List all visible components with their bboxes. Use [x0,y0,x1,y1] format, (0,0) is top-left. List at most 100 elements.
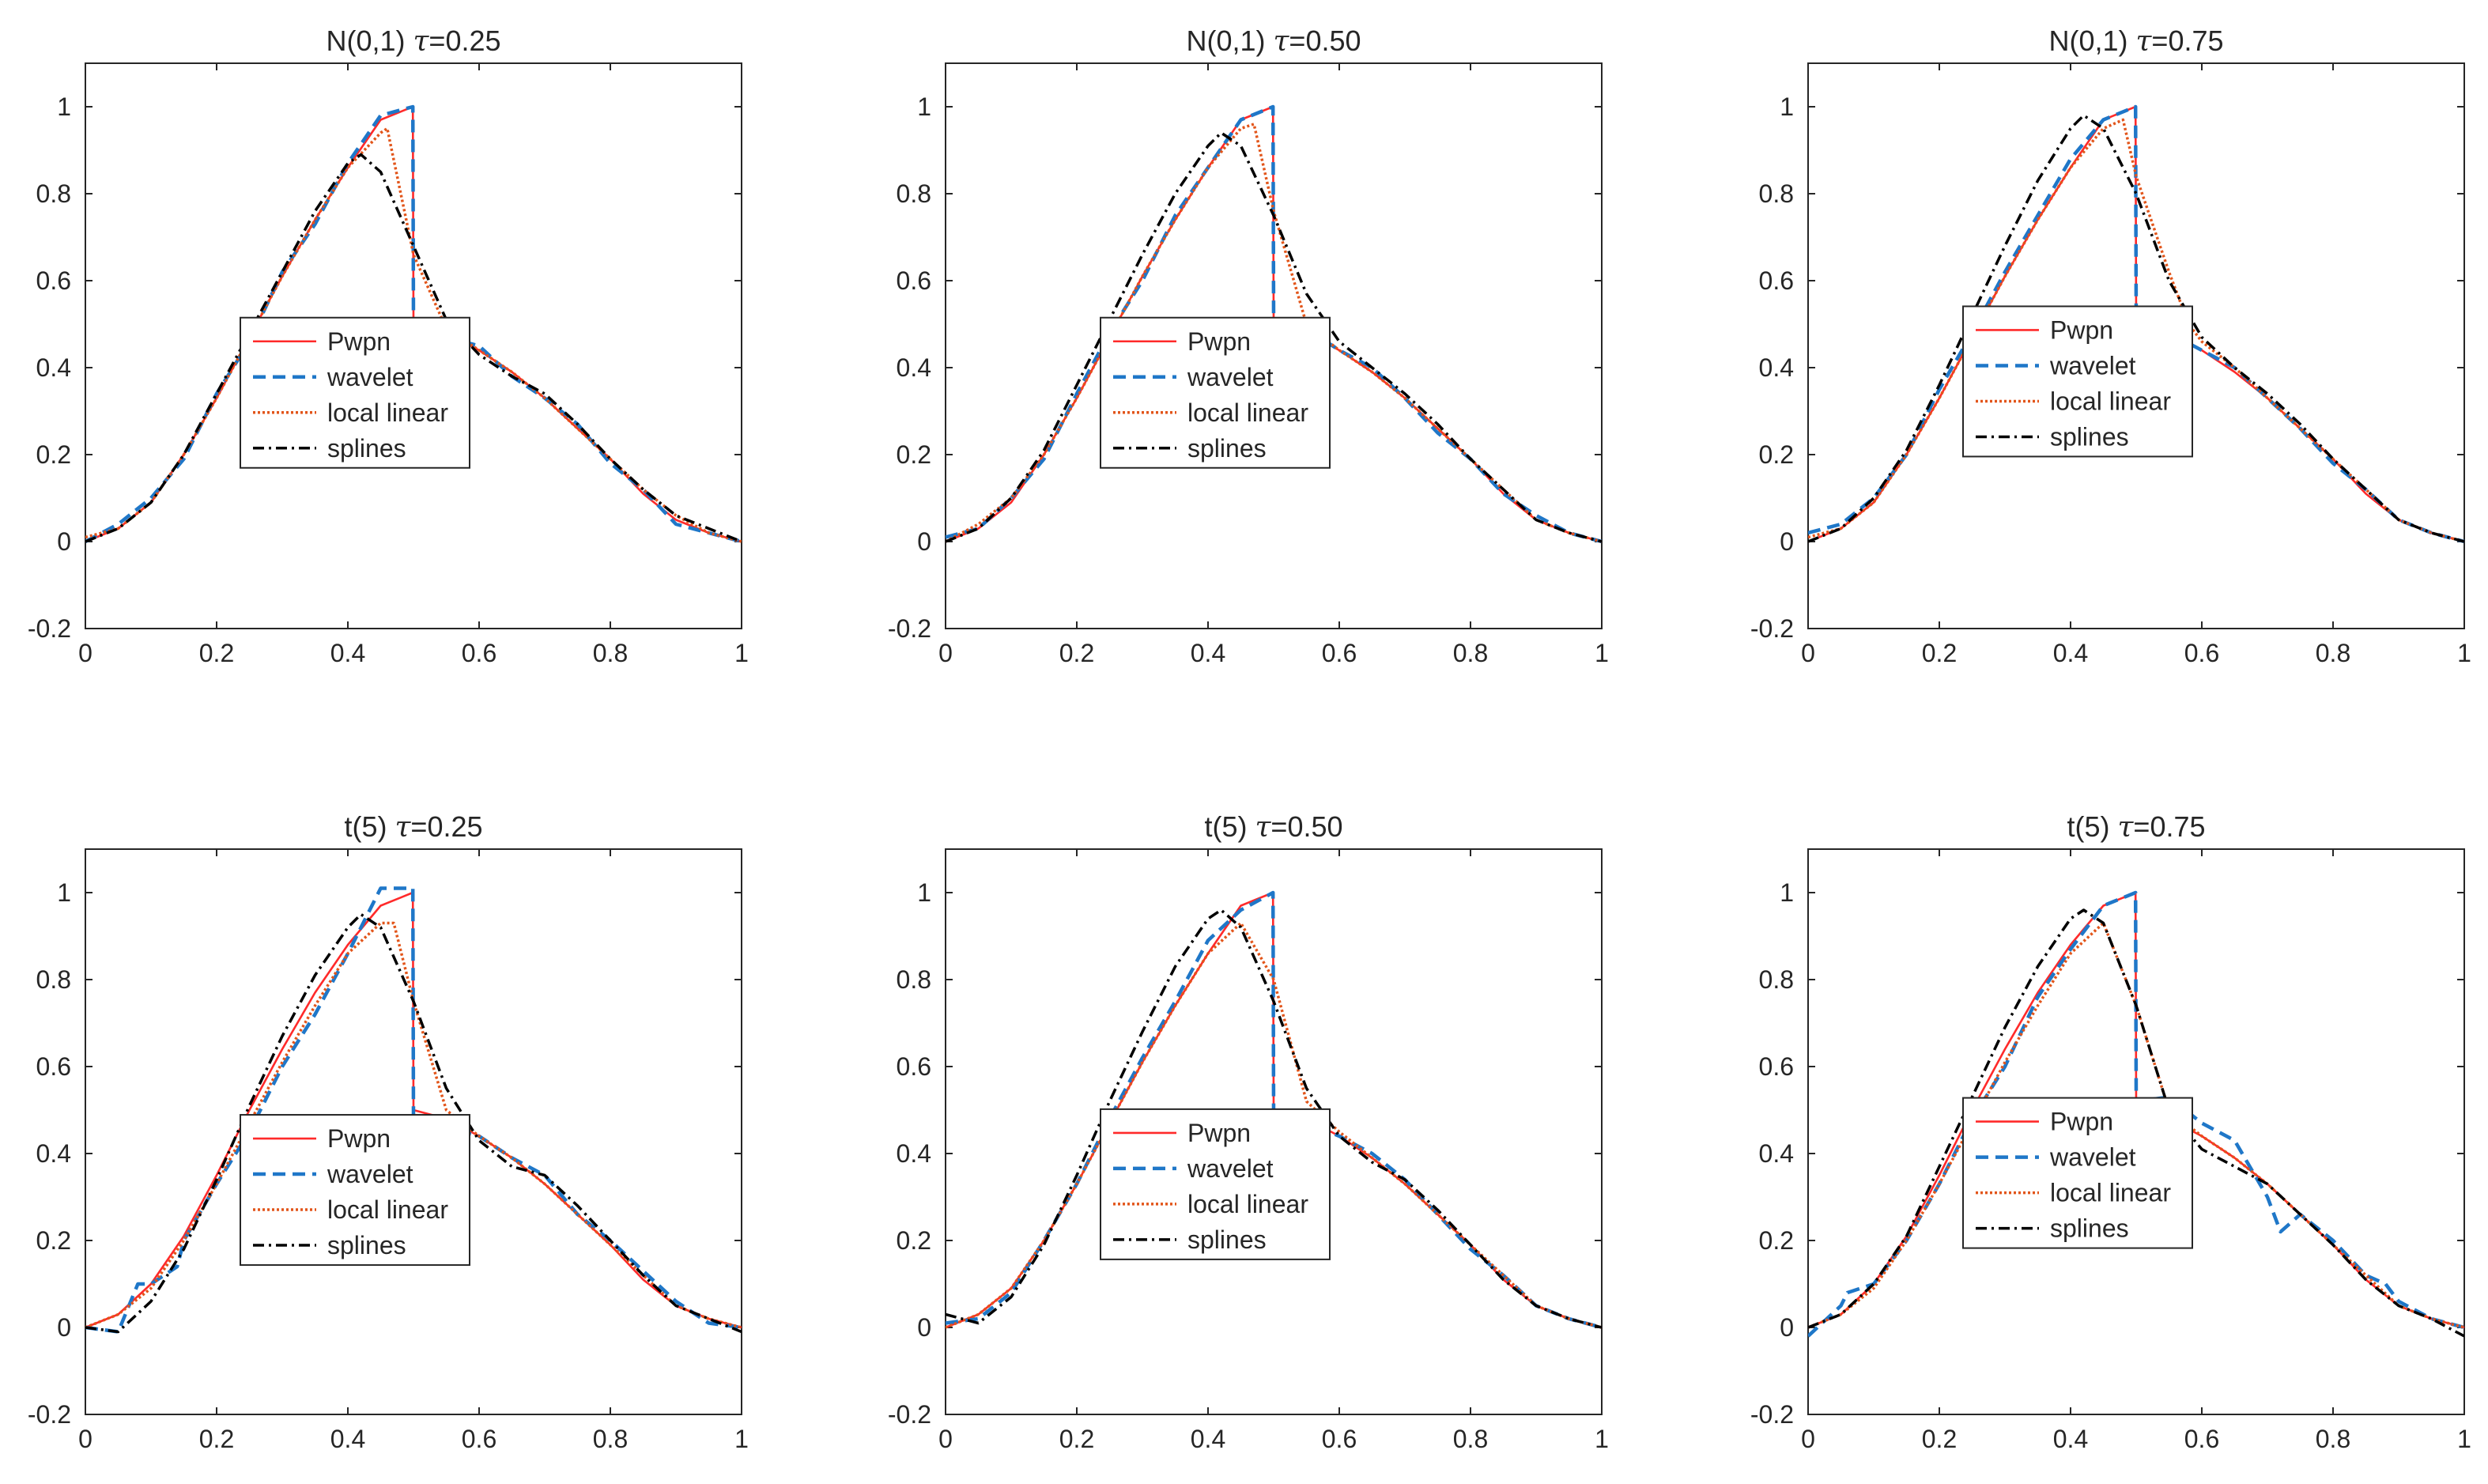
x-tick-label: 1 [734,1425,749,1453]
x-tick-label: 0 [938,1425,953,1453]
x-tick-label: 0.4 [2053,639,2088,667]
x-tick-label: 1 [1595,639,1609,667]
x-tick-label: 0 [78,1425,92,1453]
x-tick-label: 0.8 [593,1425,628,1453]
x-tick-label: 0.6 [2184,639,2219,667]
legend-box [240,1114,470,1267]
y-tick-label: 0.8 [1759,179,1794,208]
chart-title-prefix: t(5) [344,810,395,843]
chart-title-tau: τ [395,811,412,844]
legend-label: Pwpn [1187,327,1251,356]
x-tick-label: 0.4 [330,1425,365,1453]
legend-label: splines [2050,422,2129,451]
series-line-local-linear [85,921,742,1329]
axes-box [85,848,742,1415]
x-tick-label: 0.2 [1059,639,1094,667]
y-tick-label: 0.4 [1759,353,1794,382]
x-tick-label: 0 [78,639,92,667]
legend: Pwpn wavelet local linear splines [1962,305,2193,458]
x-tick-label: 0.2 [1922,639,1957,667]
y-tick-label: 0.2 [36,440,71,469]
x-tick-label: 0.8 [1453,1425,1488,1453]
chart-title: N(0,1) τ=0.75 [2048,25,2223,58]
chart-panel-3: N(0,1) τ=0.750 0.2 0.4 0.6 0.8 1-0.200.20.40.… [1750,25,2471,667]
y-tick-label: 0 [917,527,931,556]
legend-label: wavelet [1187,363,1274,391]
y-tick-label: 0.8 [1759,965,1794,994]
legend-label: Pwpn [327,327,391,356]
y-tick-label: 0 [917,1313,931,1342]
legend-box [1100,1108,1331,1260]
series-line-wavelet [85,886,742,1334]
x-tick-label: 0.8 [2316,1425,2350,1453]
legend: Pwpn wavelet local linear splines [1962,1097,2193,1249]
legend-box [1962,1097,2193,1249]
x-tick-label: 0.2 [1922,1425,1957,1453]
y-tick-label: 0.4 [897,1139,931,1168]
legend-label: wavelet [2049,351,2136,379]
y-tick-label: 1 [57,93,71,121]
series-line-wavelet [1808,104,2464,544]
legend-box [1962,305,2193,458]
y-tick-label: 0 [57,527,71,556]
y-tick-label: -0.2 [1750,1400,1794,1429]
y-tick-label: 0.6 [36,1052,71,1081]
y-tick-label: 0.8 [36,965,71,994]
legend-label: local linear [327,1195,448,1224]
x-tick-label: 0.8 [593,639,628,667]
y-tick-label: -0.2 [28,614,71,643]
chart-title-suffix: =0.75 [2151,25,2223,57]
y-tick-label: 0 [1780,1313,1794,1342]
y-tick-label: 0 [1780,527,1794,556]
y-tick-label: 0.8 [897,179,931,208]
chart-panel-1: N(0,1) τ=0.250 0.2 0.4 0.6 0.8 1-0.200.20.40.… [28,25,749,667]
chart-title-tau: τ [2118,811,2135,844]
axes-box [85,62,742,629]
x-tick-label: 0 [1801,1425,1815,1453]
legend-label: local linear [2050,1179,2171,1207]
chart-title-prefix: N(0,1) [326,25,413,57]
legend-label: local linear [327,398,448,427]
legend-label: wavelet [1187,1154,1274,1183]
chart-title: t(5) τ=0.50 [1204,810,1342,844]
y-tick-label: 0.8 [36,179,71,208]
y-tick-label: 1 [1780,93,1794,121]
y-tick-label: -0.2 [1750,614,1794,643]
axes-box [945,848,1603,1415]
chart-title-tau: τ [1274,25,1290,58]
legend: Pwpn wavelet local linear splines [1100,316,1331,469]
series-line-splines [946,908,1602,1329]
series-line-splines [1808,908,2464,1338]
y-tick-label: 0.4 [897,353,931,382]
axes-box [1807,62,2465,629]
y-tick-label: -0.2 [888,1400,931,1429]
legend-label: local linear [2050,387,2171,415]
chart-title: t(5) τ=0.25 [344,810,482,844]
x-tick-label: 1 [734,639,749,667]
legend-label: wavelet [327,1160,413,1188]
legend: Pwpn wavelet local linear splines [1100,1108,1331,1260]
chart-title-prefix: t(5) [1204,810,1255,843]
y-tick-label: 0.8 [897,965,931,994]
legend: Pwpn wavelet local linear splines [240,316,470,469]
x-tick-label: 0.8 [2316,639,2350,667]
x-tick-label: 0.2 [199,1425,234,1453]
chart-title: N(0,1) τ=0.50 [1186,25,1361,58]
y-tick-label: 0.6 [36,266,71,295]
series-line-splines [85,912,742,1334]
chart-title-suffix: =0.50 [1270,810,1342,843]
series-line-local-linear [946,123,1602,543]
chart-title: t(5) τ=0.75 [2067,810,2205,844]
x-tick-label: 0.4 [2053,1425,2088,1453]
y-tick-label: 1 [917,878,931,907]
series-line-splines [85,153,742,543]
legend-label: Pwpn [1187,1119,1251,1147]
series-line-splines [946,131,1602,543]
y-tick-label: 0.4 [1759,1139,1794,1168]
x-tick-label: 0 [1801,639,1815,667]
chart-title-suffix: =0.50 [1289,25,1361,57]
x-tick-label: 0.6 [462,639,496,667]
legend-label: splines [327,1231,406,1259]
y-tick-label: 1 [1780,878,1794,907]
